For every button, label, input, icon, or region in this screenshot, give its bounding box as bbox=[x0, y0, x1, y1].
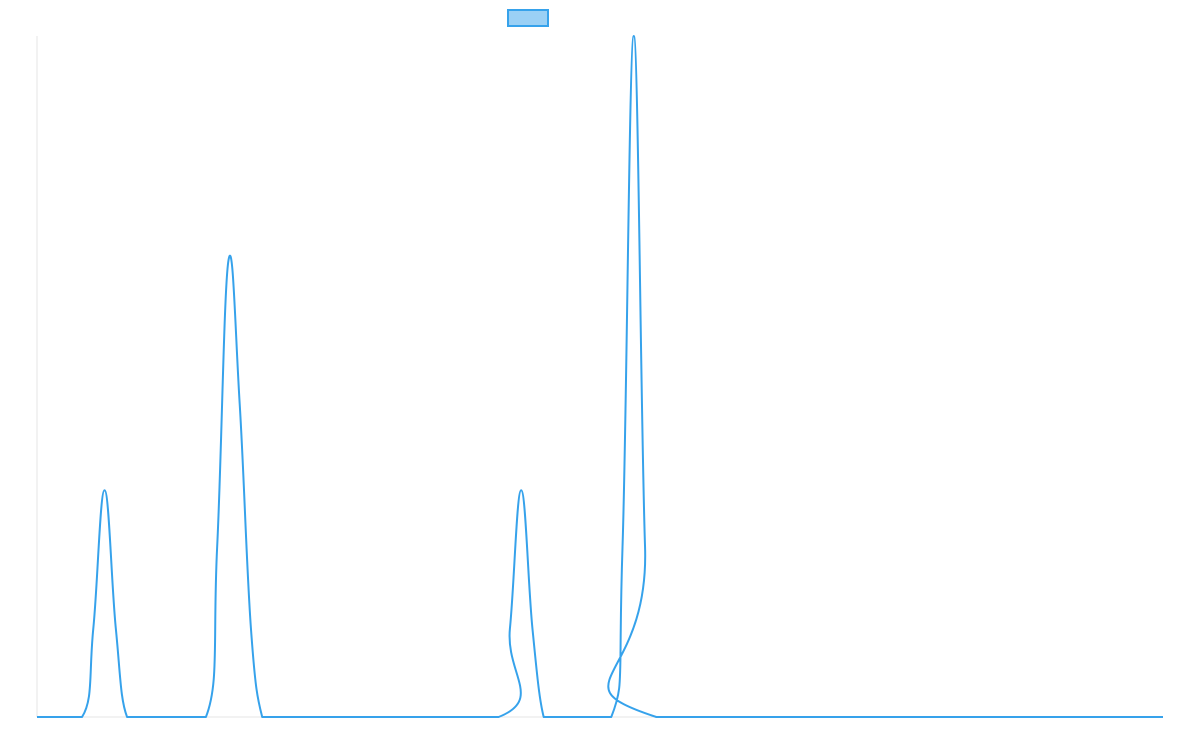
series-line-0 bbox=[36, 35, 1163, 719]
axes bbox=[36, 36, 1163, 718]
series-layer bbox=[36, 35, 1163, 719]
legend-swatch-0[interactable] bbox=[507, 9, 549, 27]
legend[interactable] bbox=[507, 9, 549, 27]
